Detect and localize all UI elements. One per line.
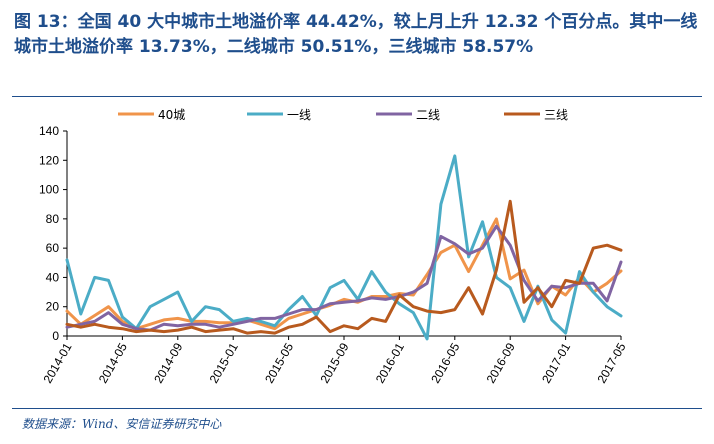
- chart-title: 图 13：全国 40 大中城市土地溢价率 44.42%，较上月上升 12.32 …: [14, 12, 698, 57]
- y-tick-label: 140: [39, 124, 59, 138]
- x-tick-label: 2017-05: [594, 340, 628, 385]
- x-tick-label: 2015-05: [262, 340, 296, 385]
- y-tick-label: 0: [52, 329, 59, 343]
- y-axis: 0 20 40 60 80 100 120 140: [39, 124, 68, 343]
- x-tick-label: 2016-05: [428, 340, 462, 385]
- series-line-一线: [65, 154, 623, 341]
- y-tick-label: 40: [46, 270, 60, 284]
- y-tick-label: 120: [39, 153, 59, 167]
- legend-label: 三线: [544, 108, 568, 122]
- legend-label: 二线: [416, 108, 440, 122]
- x-tick-label: 2014-09: [151, 340, 185, 385]
- title-divider: [12, 96, 702, 97]
- x-tick-label: 2014-05: [96, 340, 130, 385]
- series-line-40城: [65, 217, 623, 331]
- x-axis: 2014-01 2014-05 2014-09 2015-01 2015-05 2015-…: [40, 335, 629, 386]
- y-tick-label: 100: [39, 183, 59, 197]
- series-lines: [65, 154, 623, 341]
- x-tick-label: 2016-01: [373, 340, 407, 385]
- source-note: 数据来源：Wind、安信证券研究中心: [22, 417, 222, 431]
- x-tick-label: 2014-01: [40, 340, 74, 385]
- series-line-三线: [65, 199, 623, 335]
- legend-label: 40城: [158, 108, 185, 122]
- source-divider: [12, 408, 702, 409]
- x-tick-label: 2017-01: [539, 340, 573, 385]
- x-tick-label: 2015-01: [207, 340, 241, 385]
- x-tick-label: 2015-09: [317, 340, 351, 385]
- x-tick-label: 2016-09: [484, 340, 518, 385]
- series-line-二线: [65, 224, 623, 332]
- y-tick-label: 60: [46, 241, 60, 255]
- y-tick-label: 80: [46, 212, 60, 226]
- legend-label: 一线: [287, 108, 311, 122]
- chart-legend: 40城 一线 二线 三线: [118, 108, 568, 122]
- y-tick-label: 20: [46, 300, 60, 314]
